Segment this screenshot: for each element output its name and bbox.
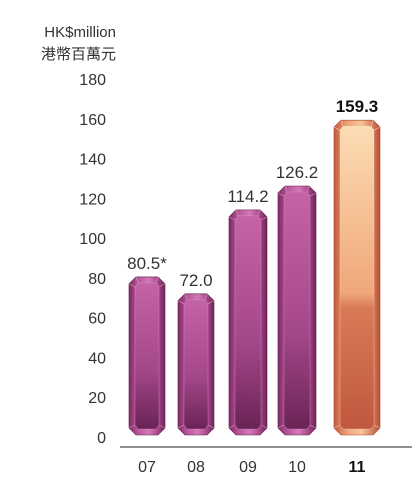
bar-facet-edge xyxy=(260,216,268,221)
bar-facet xyxy=(283,191,311,430)
y-tick-label: 80 xyxy=(88,271,106,288)
data-label-09: 114.2 xyxy=(227,187,268,206)
y-tick-label: 100 xyxy=(79,231,106,248)
bar-facet-edge xyxy=(373,126,381,131)
bar-facet-edge xyxy=(306,185,310,193)
y-tick-label: 140 xyxy=(79,152,106,169)
bar-08 xyxy=(177,293,215,436)
x-tick-label-07: 07 xyxy=(138,459,156,476)
bar-facet-edge xyxy=(207,424,215,429)
bar-facet-edge xyxy=(277,192,285,197)
bar-facet-edge xyxy=(309,424,317,429)
bar-facet-edge xyxy=(257,209,261,216)
x-tick-label-11: 11 xyxy=(349,459,366,476)
bar-facet-edge xyxy=(277,424,285,429)
bar-facet-edge xyxy=(128,283,136,288)
bar-facet-edge xyxy=(228,424,236,429)
y-unit-english: HK$million xyxy=(44,24,116,41)
bar-facet-edge xyxy=(158,283,166,288)
y-tick-label: 40 xyxy=(88,350,106,367)
bar-facet-edge xyxy=(155,276,159,283)
bar-facet-edge xyxy=(309,192,317,197)
bar-07 xyxy=(128,276,166,436)
bar-facet-edge xyxy=(204,293,208,300)
bar-facet-edge xyxy=(235,209,239,216)
bar-facet-edge xyxy=(228,216,236,221)
x-tick-label-09: 09 xyxy=(239,459,257,476)
bar-facet-edge xyxy=(340,120,344,127)
y-tick-label: 120 xyxy=(79,191,106,208)
x-tick-label-10: 10 xyxy=(288,459,306,476)
data-label-10: 126.2 xyxy=(276,163,319,182)
data-label-08: 72.0 xyxy=(179,271,212,290)
bar-facet xyxy=(339,125,375,430)
bar-facet-edge xyxy=(177,424,185,429)
bar-facet-edge xyxy=(333,424,341,429)
bar-11 xyxy=(333,119,381,436)
bar-10 xyxy=(277,185,317,436)
data-label-11: 159.3 xyxy=(336,97,379,116)
bar-09 xyxy=(228,209,268,436)
bar-facet-edge xyxy=(333,126,341,131)
bar-facet-edge xyxy=(207,300,215,305)
bar-facet-edge xyxy=(158,424,166,429)
bar-facet-edge xyxy=(284,185,288,193)
bar-facet-edge xyxy=(260,424,268,429)
y-unit-chinese: 港幣百萬元 xyxy=(40,46,116,63)
bar-facet-edge xyxy=(373,424,381,429)
bar-facet xyxy=(183,299,209,430)
bar-facet-edge xyxy=(135,276,139,283)
x-tick-label-08: 08 xyxy=(187,459,205,476)
bar-facet-edge xyxy=(370,120,374,127)
y-tick-label: 20 xyxy=(88,390,106,407)
y-tick-label: 60 xyxy=(88,311,106,328)
y-tick-label: 180 xyxy=(79,72,106,89)
bar-facet xyxy=(134,282,160,430)
y-tick-label: 160 xyxy=(79,112,106,129)
data-label-07: 80.5* xyxy=(127,254,167,273)
y-tick-label: 0 xyxy=(97,430,106,447)
bar-facet-edge xyxy=(177,300,185,305)
bar-facet-edge xyxy=(128,424,136,429)
bar-facet-edge xyxy=(184,293,188,300)
bar-facet xyxy=(234,215,262,430)
